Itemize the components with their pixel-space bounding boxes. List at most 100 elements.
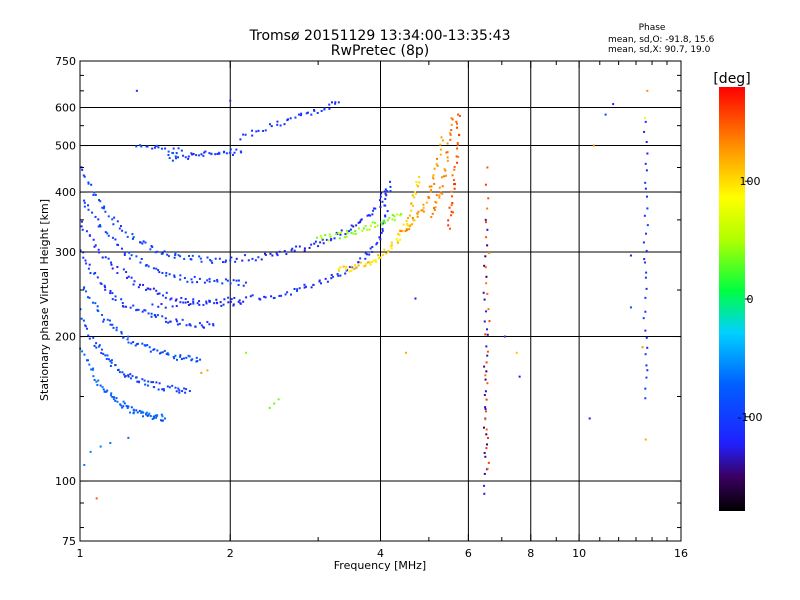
data-point [87,181,90,184]
data-point [136,308,139,311]
data-point [486,333,489,336]
data-point [167,255,170,258]
data-point [449,227,452,230]
data-point [81,228,84,231]
data-point [129,306,132,309]
data-point [140,410,143,413]
data-point [350,265,353,268]
data-point [247,259,250,262]
data-point [139,241,142,244]
data-point [348,230,351,233]
data-point [132,341,135,344]
data-point [149,415,152,418]
data-point [340,229,343,232]
data-point [322,242,325,245]
data-point [357,261,360,264]
data-point [80,317,83,320]
data-point [229,148,232,151]
data-point [278,250,281,253]
data-point [325,238,328,241]
data-point [396,213,399,216]
data-point [251,129,254,132]
data-point [174,299,177,302]
data-point [450,204,453,207]
data-point [169,298,172,301]
data-point [147,312,150,315]
data-point [286,291,289,294]
y-axis: 75 100 200 300 400 500 600 750 [55,55,681,548]
data-point [112,223,115,226]
data-point [439,148,442,151]
data-point [413,219,416,222]
data-point [98,251,101,254]
data-point [336,273,339,276]
data-point [141,378,144,381]
data-point [641,346,644,349]
data-point [259,298,262,301]
data-point [101,313,104,316]
data-point [260,258,263,261]
data-point [405,351,408,354]
data-point [364,252,367,255]
data-point [84,259,87,262]
data-point [179,278,182,281]
data-point [324,234,327,237]
data-point [178,391,181,394]
data-point [116,400,119,403]
data-point [153,348,156,351]
data-point [411,223,414,226]
data-point [90,368,93,371]
data-point [208,323,211,326]
data-point [100,282,103,285]
data-point [429,190,432,193]
data-point [359,261,362,264]
data-point [645,140,648,143]
data-point [239,150,242,153]
data-point [221,282,224,285]
data-point [352,267,355,270]
data-point [354,264,357,267]
data-point [438,196,441,199]
data-point [122,405,125,408]
data-point [116,272,119,275]
data-point [155,289,158,292]
data-point [180,296,183,299]
data-point [275,252,278,255]
data-point [99,445,102,448]
data-point [114,295,117,298]
data-point [276,123,279,126]
data-point [242,133,245,136]
data-point [205,302,208,305]
data-point [320,282,323,285]
x-tick-label: 16 [674,547,688,560]
data-point [161,388,164,391]
data-point [185,324,188,327]
data-point [390,247,393,250]
data-point [408,225,411,228]
data-point [345,268,348,271]
data-point [216,278,219,281]
data-point [127,335,130,338]
data-point [644,353,647,356]
data-point [123,373,126,376]
data-point [644,181,647,184]
data-point [188,254,191,257]
data-point [127,275,130,278]
data-point [385,252,388,255]
data-point [355,266,358,269]
data-point [443,168,446,171]
data-point [445,151,448,154]
data-point [102,207,105,210]
data-point [383,248,386,251]
data-point [485,345,488,348]
data-point [115,326,118,329]
data-point [645,336,648,339]
data-point [84,325,87,328]
data-point [294,116,297,119]
data-point [165,271,168,274]
data-point [117,369,120,372]
data-point [612,103,615,106]
data-point [87,267,90,270]
data-point [412,218,415,221]
data-point [644,276,647,279]
